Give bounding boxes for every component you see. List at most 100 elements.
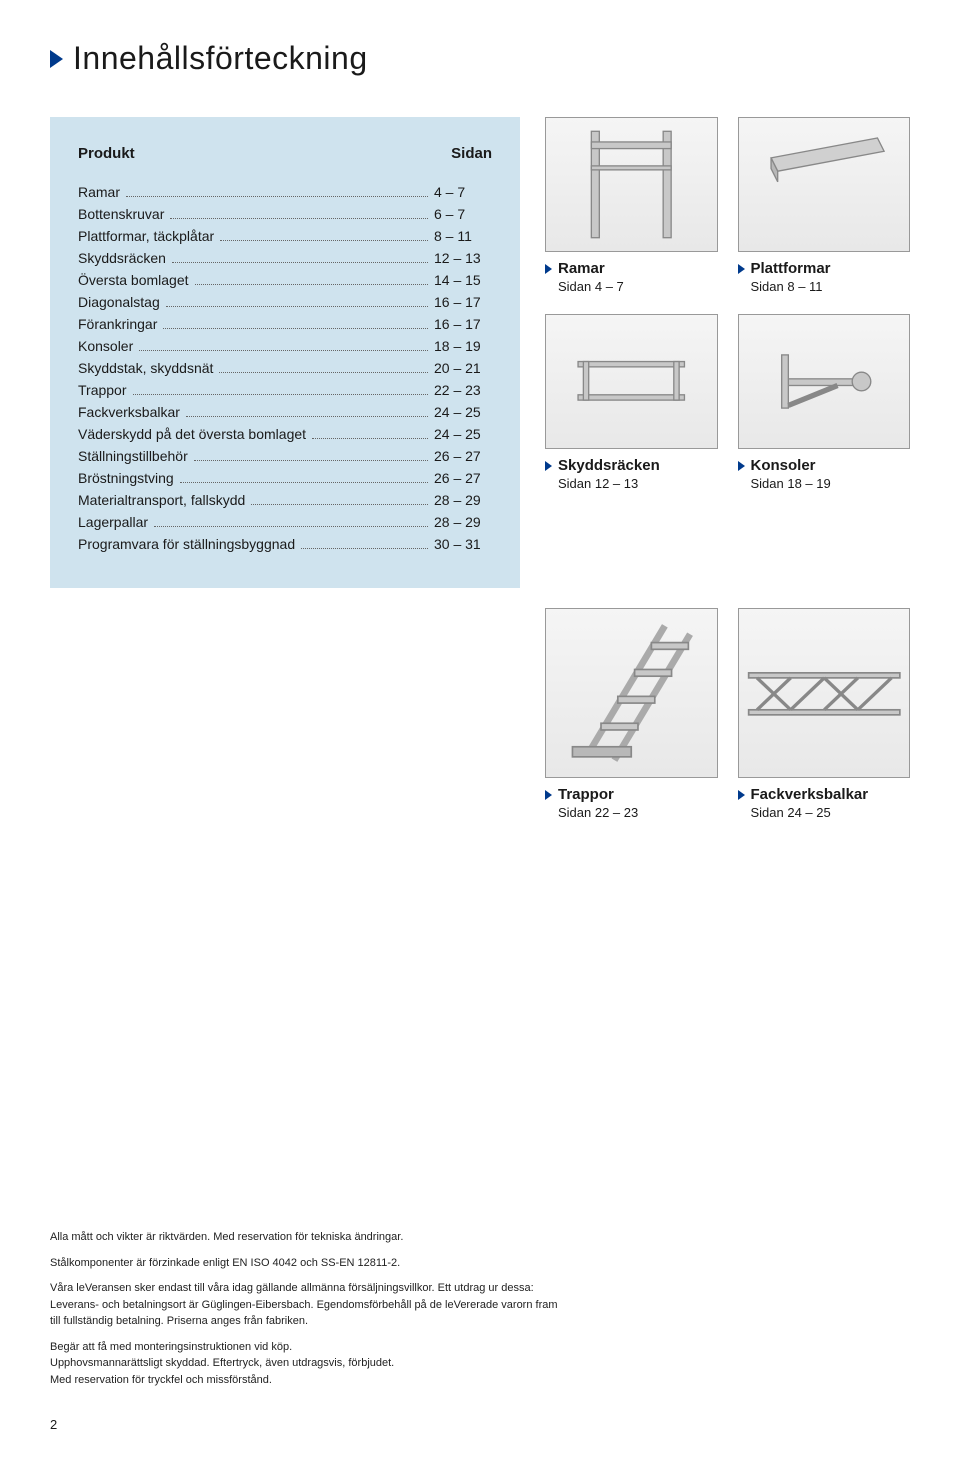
upper-section: Produkt Sidan Ramar4 – 7Bottenskruvar6 –…	[50, 117, 910, 588]
toc-row: Programvara för ställningsbyggnad 30 – 31	[78, 536, 492, 552]
toc-row: Fackverksbalkar24 – 25	[78, 404, 492, 420]
card-ramar-sub: Sidan 4 – 7	[558, 279, 718, 294]
trappor-illustration	[546, 609, 717, 777]
toc-row: Diagonalstag 16 – 17	[78, 294, 492, 310]
toc-row-page: 26 – 27	[434, 448, 492, 464]
fackverk-illustration	[739, 609, 910, 777]
toc-row: Materialtransport, fallskydd28 – 29	[78, 492, 492, 508]
cards-row-1: Ramar Sidan 4 – 7 Plattformar Sidan 8 – …	[545, 117, 910, 294]
card-fackverk-image	[738, 608, 911, 778]
triangle-marker-icon	[738, 790, 745, 800]
toc-row-label: Fackverksbalkar	[78, 404, 180, 420]
card-trappor-title: Trappor	[558, 786, 614, 803]
toc-row-label: Bottenskruvar	[78, 206, 164, 222]
footnotes: Alla mått och vikter är riktvärden. Med …	[50, 1229, 570, 1397]
card-ramar-title: Ramar	[558, 260, 605, 277]
card-skyddsracken-caption: Skyddsräcken	[545, 457, 718, 474]
toc-rows: Ramar4 – 7Bottenskruvar6 – 7Plattformar,…	[78, 184, 492, 552]
toc-row-label: Översta bomlaget	[78, 272, 189, 288]
card-konsoler-title: Konsoler	[751, 457, 816, 474]
toc-row-dots	[219, 372, 428, 373]
cards-column: Ramar Sidan 4 – 7 Plattformar Sidan 8 – …	[545, 117, 910, 588]
konsoler-illustration	[739, 315, 910, 448]
toc-row: Ställningstillbehör 26 – 27	[78, 448, 492, 464]
toc-row-dots	[172, 262, 428, 263]
triangle-marker-icon	[545, 461, 552, 471]
toc-row-dots	[163, 328, 428, 329]
toc-row-dots	[133, 394, 428, 395]
toc-row: Bröstningstving 26 – 27	[78, 470, 492, 486]
ramar-illustration	[546, 118, 717, 251]
card-fackverk-title: Fackverksbalkar	[751, 786, 869, 803]
toc-row-dots	[312, 438, 428, 439]
card-konsoler: Konsoler Sidan 18 – 19	[738, 314, 911, 491]
toc-row-page: 14 – 15	[434, 272, 492, 288]
card-konsoler-image	[738, 314, 911, 449]
toc-row-label: Skyddstak, skyddsnät	[78, 360, 213, 376]
toc-box: Produkt Sidan Ramar4 – 7Bottenskruvar6 –…	[50, 117, 520, 588]
toc-row-dots	[251, 504, 428, 505]
toc-row-dots	[195, 284, 429, 285]
toc-row-label: Bröstningstving	[78, 470, 174, 486]
toc-row-dots	[139, 350, 428, 351]
toc-row-label: Förankringar	[78, 316, 157, 332]
toc-row-page: 8 – 11	[434, 228, 492, 244]
card-trappor-caption: Trappor	[545, 786, 718, 803]
toc-row-page: 18 – 19	[434, 338, 492, 354]
toc-row: Lagerpallar 28 – 29	[78, 514, 492, 530]
toc-row-dots	[154, 526, 428, 527]
toc-row-page: 28 – 29	[434, 514, 492, 530]
cards-row-2: Skyddsräcken Sidan 12 – 13 Konsoler	[545, 314, 910, 491]
toc-row-dots	[301, 548, 428, 549]
triangle-marker-icon	[50, 50, 63, 68]
toc-row: Konsoler 18 – 19	[78, 338, 492, 354]
toc-row-dots	[194, 460, 428, 461]
toc-row: Skyddstak, skyddsnät20 – 21	[78, 360, 492, 376]
toc-row-page: 16 – 17	[434, 316, 492, 332]
toc-row-label: Diagonalstag	[78, 294, 160, 310]
toc-row-label: Konsoler	[78, 338, 133, 354]
toc-row-page: 28 – 29	[434, 492, 492, 508]
footnote-4: Begär att få med monteringsinstruktionen…	[50, 1339, 570, 1389]
toc-row-dots	[180, 482, 428, 483]
toc-row-page: 26 – 27	[434, 470, 492, 486]
skyddsracken-illustration	[546, 315, 717, 448]
card-fackverk-caption: Fackverksbalkar	[738, 786, 911, 803]
footnote-3: Våra leVeransen sker endast till våra id…	[50, 1280, 570, 1330]
toc-row: Förankringar 16 – 17	[78, 316, 492, 332]
page-title-row: Innehållsförteckning	[50, 40, 910, 77]
card-konsoler-sub: Sidan 18 – 19	[751, 476, 911, 491]
toc-row-page: 30 – 31	[434, 536, 492, 552]
toc-row-label: Lagerpallar	[78, 514, 148, 530]
page-title: Innehållsförteckning	[73, 40, 368, 77]
plattformar-illustration	[739, 118, 910, 251]
card-trappor: Trappor Sidan 22 – 23	[545, 608, 718, 820]
triangle-marker-icon	[545, 790, 552, 800]
toc-row-dots	[166, 306, 428, 307]
toc-row-page: 6 – 7	[434, 206, 492, 222]
toc-row: Ramar4 – 7	[78, 184, 492, 200]
toc-row-page: 16 – 17	[434, 294, 492, 310]
page-number: 2	[50, 1417, 57, 1432]
card-plattformar-caption: Plattformar	[738, 260, 911, 277]
toc-row-dots	[170, 218, 428, 219]
toc-row-label: Trappor	[78, 382, 127, 398]
toc-row-dots	[220, 240, 428, 241]
toc-row: Översta bomlaget 14 – 15	[78, 272, 492, 288]
card-plattformar-image	[738, 117, 911, 252]
card-plattformar-sub: Sidan 8 – 11	[751, 279, 911, 294]
cards-row-3: Trappor Sidan 22 – 23 Fackverksbalkar Si…	[545, 608, 910, 820]
toc-row-label: Ställningstillbehör	[78, 448, 188, 464]
toc-row-page: 24 – 25	[434, 426, 492, 442]
card-ramar: Ramar Sidan 4 – 7	[545, 117, 718, 294]
triangle-marker-icon	[545, 264, 552, 274]
card-trappor-sub: Sidan 22 – 23	[558, 805, 718, 820]
card-trappor-image	[545, 608, 718, 778]
triangle-marker-icon	[738, 461, 745, 471]
toc-row-label: Programvara för ställningsbyggnad	[78, 536, 295, 552]
card-fackverk-sub: Sidan 24 – 25	[751, 805, 911, 820]
toc-row-label: Skyddsräcken	[78, 250, 166, 266]
card-skyddsracken-title: Skyddsräcken	[558, 457, 660, 474]
card-konsoler-caption: Konsoler	[738, 457, 911, 474]
toc-head-page: Sidan	[451, 145, 492, 162]
